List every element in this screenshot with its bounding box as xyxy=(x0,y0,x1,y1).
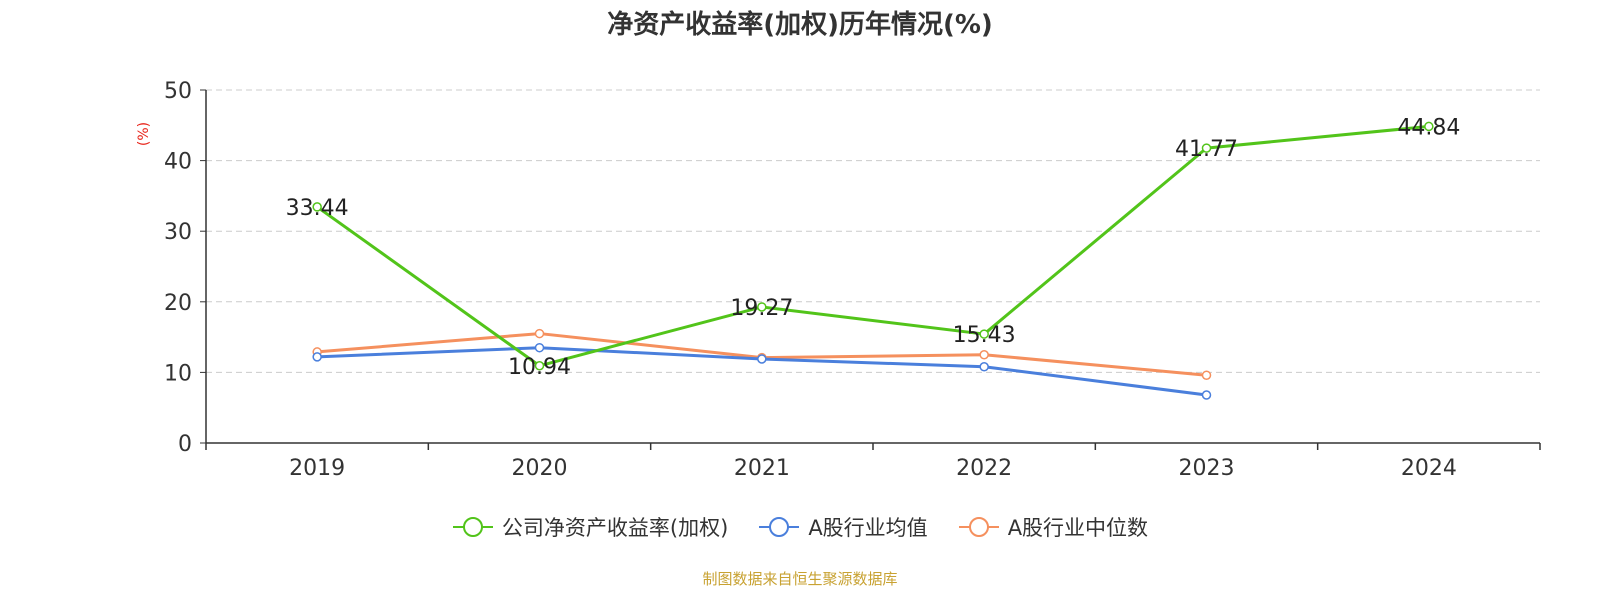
legend-item-company-roe[interactable]: 公司净资产收益率(加权) xyxy=(452,512,728,542)
data-label: 44.84 xyxy=(1397,115,1460,140)
data-label: 33.44 xyxy=(286,196,349,221)
legend-marker-icon xyxy=(759,517,800,537)
x-tick-label: 2022 xyxy=(956,456,1012,481)
data-label: 10.94 xyxy=(508,355,571,380)
y-tick-label: 10 xyxy=(164,361,192,386)
data-point xyxy=(1201,370,1212,380)
data-label: 15.43 xyxy=(953,323,1016,348)
data-point xyxy=(979,350,989,360)
legend-item-industry-mean[interactable]: A股行业均值 xyxy=(758,512,928,542)
data-point xyxy=(1201,390,1212,400)
y-tick-label: 40 xyxy=(164,150,192,175)
data-label: 41.77 xyxy=(1175,137,1238,162)
y-tick-label: 0 xyxy=(178,432,192,457)
data-point xyxy=(757,354,767,364)
x-tick-label: 2024 xyxy=(1401,456,1457,481)
y-tick-label: 50 xyxy=(164,79,192,104)
legend-label: A股行业中位数 xyxy=(1007,516,1149,540)
data-point xyxy=(534,328,545,339)
chart-title: 净资产收益率(加权)历年情况(%) xyxy=(607,10,993,40)
chart-plot: 0 10 20 30 40 50 2019 2020 2021 2022 2023 2024 33.4… xyxy=(164,79,1541,481)
data-point xyxy=(979,329,989,339)
data-point xyxy=(534,361,545,371)
legend-label: A股行业均值 xyxy=(808,516,928,540)
x-tick-label: 2023 xyxy=(1179,456,1235,481)
legend: 公司净资产收益率(加权) A股行业均值 A股行业中位数 xyxy=(0,512,1600,542)
x-tick-label: 2020 xyxy=(512,456,568,481)
data-point xyxy=(757,302,767,312)
legend-marker-icon xyxy=(958,517,999,537)
data-source-note: 制图数据来自恒生聚源数据库 xyxy=(702,570,898,588)
data-point xyxy=(1424,121,1434,132)
y-tick-label: 20 xyxy=(164,291,192,316)
data-label: 19.27 xyxy=(730,296,793,321)
legend-item-industry-median[interactable]: A股行业中位数 xyxy=(958,512,1148,542)
data-point xyxy=(312,352,322,362)
data-point xyxy=(979,362,989,372)
data-point xyxy=(312,202,322,212)
y-tick-label: 30 xyxy=(164,220,192,245)
x-tick-label: 2019 xyxy=(289,456,345,481)
x-tick-label: 2021 xyxy=(734,456,790,481)
series-line xyxy=(316,124,1429,368)
legend-label: 公司净资产收益率(加权) xyxy=(501,516,729,540)
data-point xyxy=(1201,143,1212,153)
legend-marker-icon xyxy=(452,517,493,537)
data-point xyxy=(534,342,545,353)
